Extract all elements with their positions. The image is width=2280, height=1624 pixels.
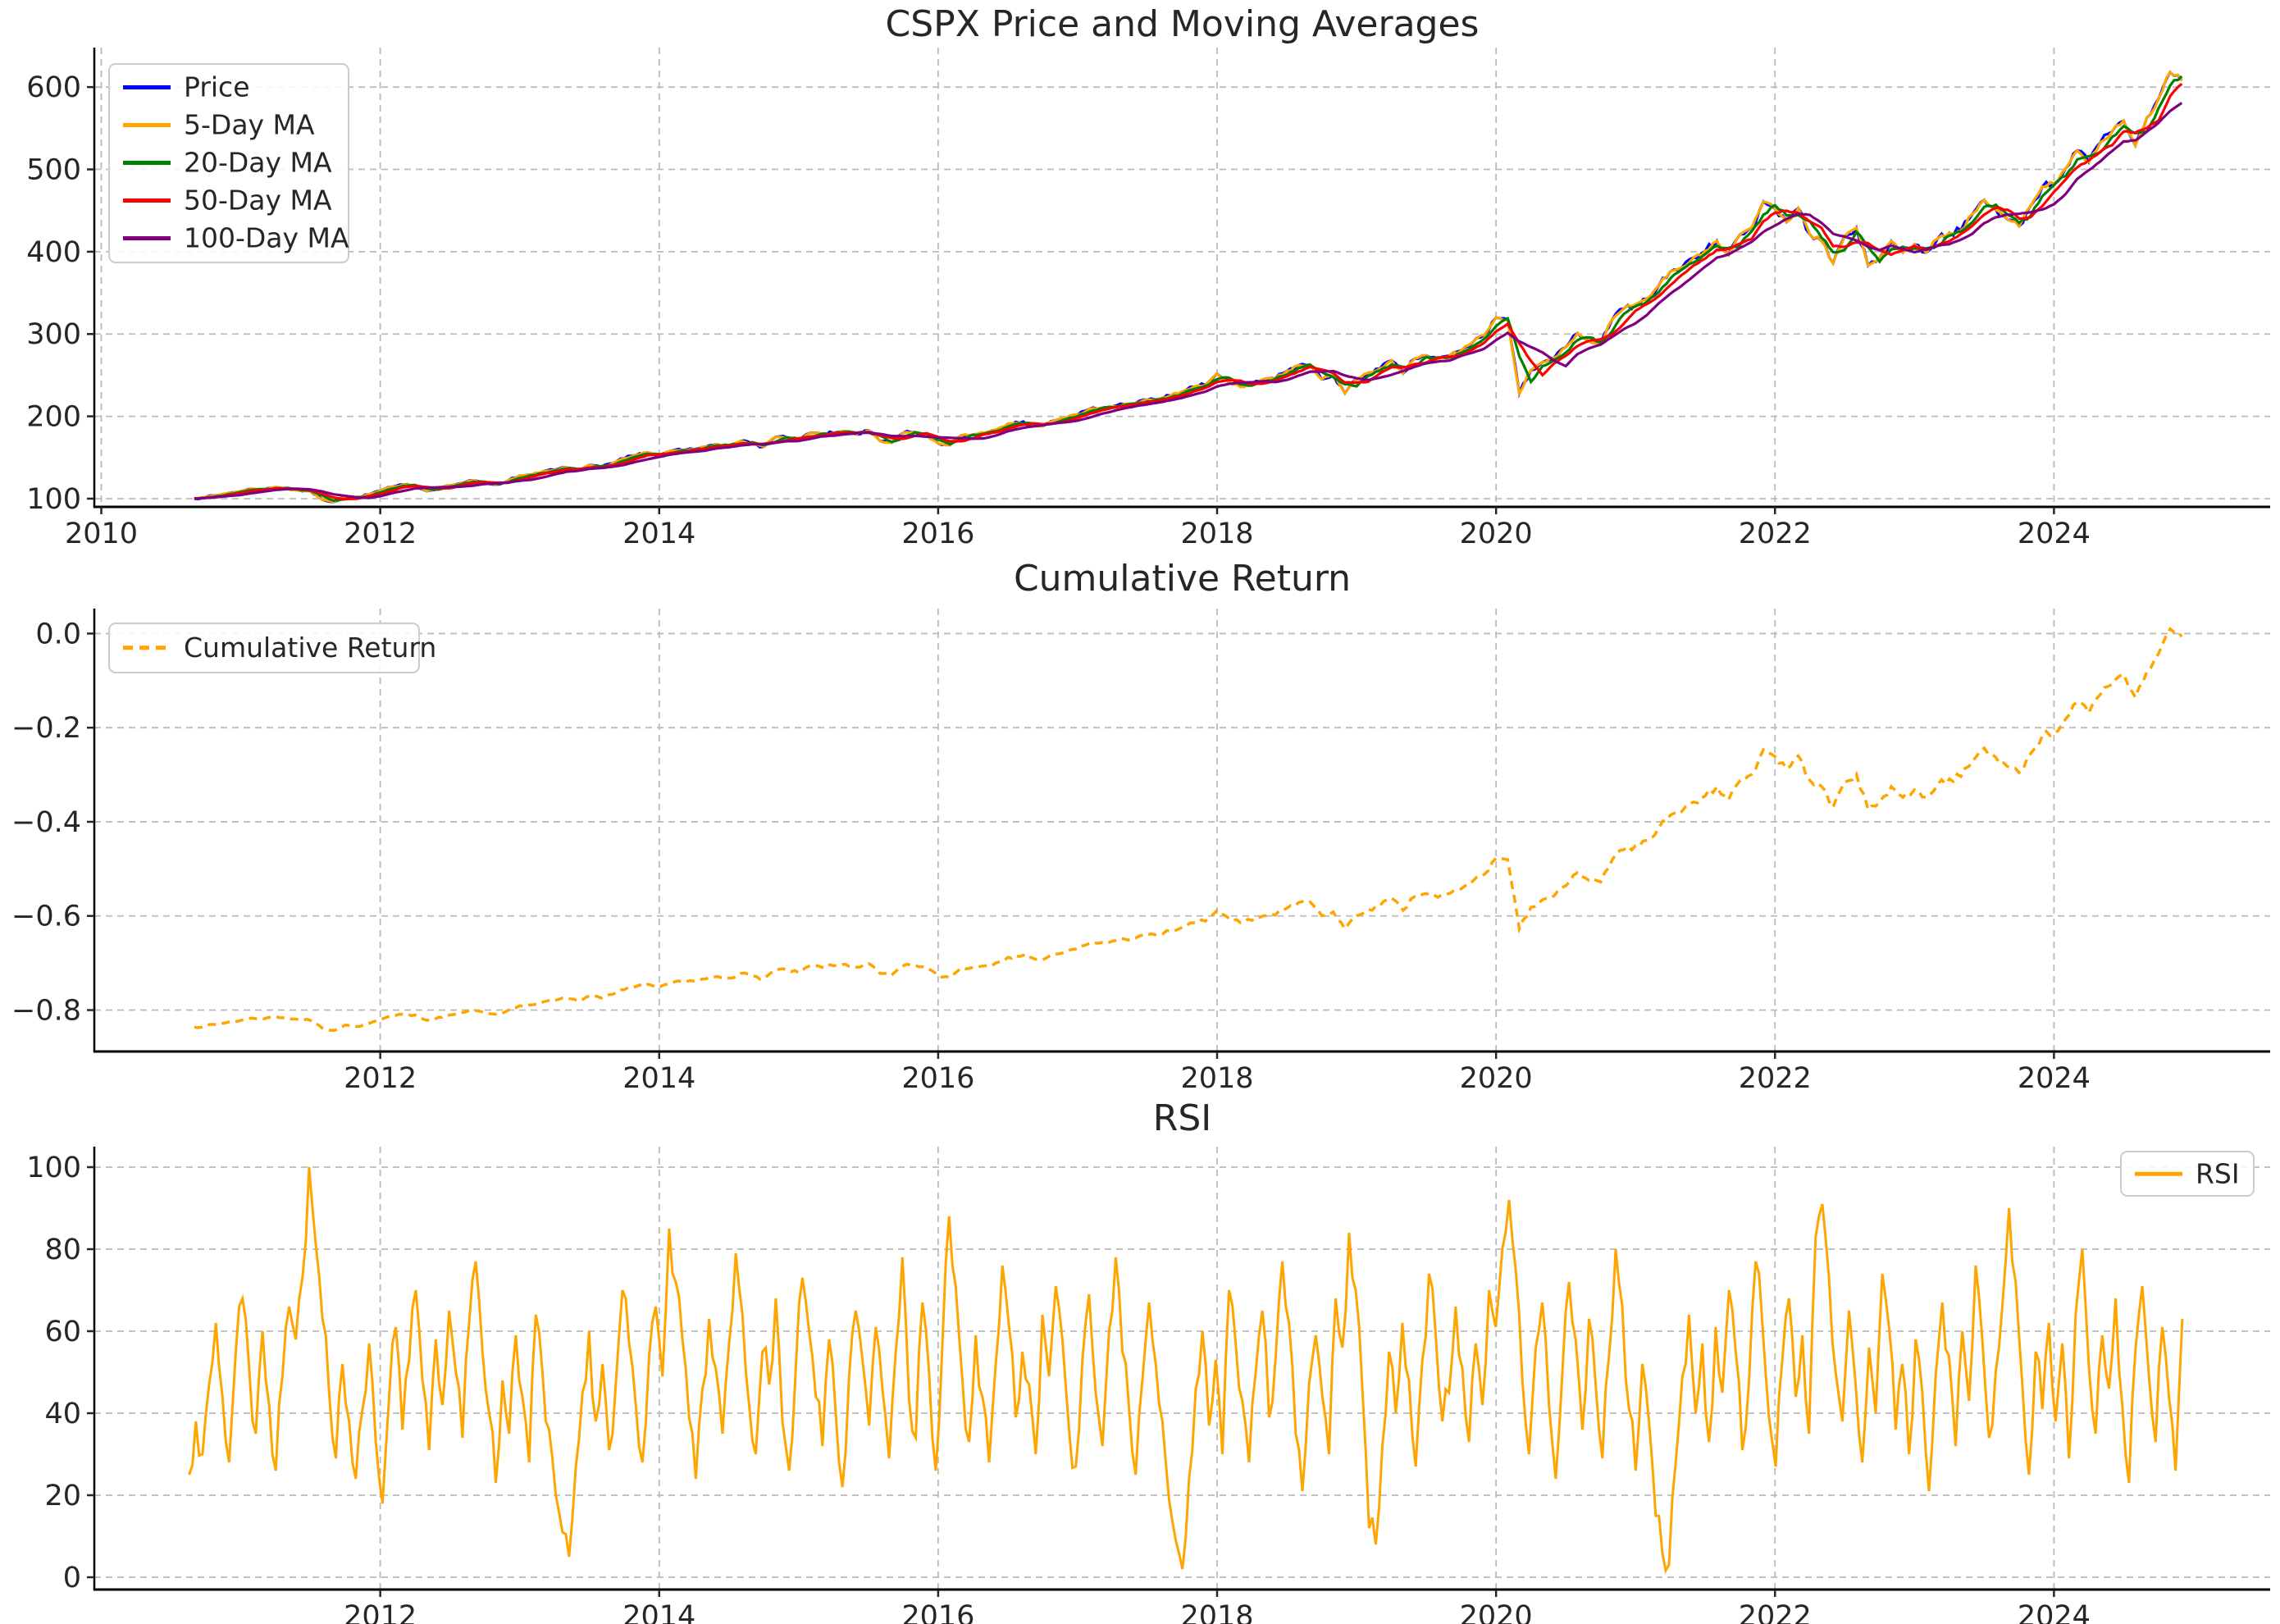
- svg-text:RSI: RSI: [2196, 1157, 2240, 1189]
- price-series-50-day-ma: [194, 82, 2183, 501]
- rsi-series: [188, 1166, 2184, 1575]
- cumulative-return-tick-labels: 2012 2014 2016 2018 2020 2022 2024 0.0 −0.2 −0.4 −…: [11, 618, 2091, 1095]
- svg-text:2022: 2022: [1739, 518, 1812, 550]
- svg-text:2010: 2010: [65, 518, 138, 550]
- svg-text:2024: 2024: [2018, 1062, 2091, 1095]
- price-chart-title: CSPX Price and Moving Averages: [885, 3, 1480, 45]
- svg-text:2022: 2022: [1739, 1600, 1812, 1624]
- price-axes: [87, 48, 2270, 514]
- svg-text:2016: 2016: [901, 1600, 974, 1624]
- svg-text:0.0: 0.0: [35, 618, 81, 650]
- svg-text:100: 100: [26, 483, 81, 516]
- price-plot: 2010 2012 2014 2016 2018 2020 2022 2024 100 200 30…: [26, 48, 2270, 550]
- price-series-price: [194, 70, 2183, 504]
- svg-text:5-Day MA: 5-Day MA: [184, 109, 315, 141]
- svg-text:2020: 2020: [1460, 518, 1533, 550]
- svg-text:50-Day MA: 50-Day MA: [184, 185, 332, 217]
- rsi-tick-labels: 2012 2014 2016 2018 2020 2022 2024 0 20 40 60 80 100: [26, 1152, 2091, 1624]
- svg-text:0: 0: [63, 1562, 81, 1594]
- cumulative-return-axes: [87, 609, 2270, 1059]
- svg-text:60: 60: [44, 1316, 81, 1348]
- svg-text:100: 100: [26, 1152, 81, 1184]
- svg-text:−0.4: −0.4: [11, 806, 81, 839]
- rsi-legend: RSI: [2120, 1151, 2255, 1197]
- rsi-chart-title: RSI: [1152, 1097, 1212, 1139]
- cumulative-return-plot: 2012 2014 2016 2018 2020 2022 2024 0.0 −0.2 −0.4 −…: [11, 609, 2270, 1095]
- svg-text:2012: 2012: [344, 518, 417, 550]
- svg-text:500: 500: [26, 154, 81, 187]
- svg-text:2014: 2014: [622, 1062, 695, 1095]
- cumulative-return-legend: Cumulative Return: [108, 623, 436, 673]
- svg-text:40: 40: [44, 1398, 81, 1430]
- svg-text:−0.6: −0.6: [11, 901, 81, 933]
- svg-text:−0.8: −0.8: [11, 995, 81, 1028]
- price-series-5-day-ma: [194, 70, 2183, 504]
- rsi-plot: 2012 2014 2016 2018 2020 2022 2024 0 20 40 60 80 100…: [26, 1147, 2270, 1624]
- price-tick-labels: 2010 2012 2014 2016 2018 2020 2022 2024 100 200 30…: [26, 71, 2091, 550]
- svg-text:2014: 2014: [622, 518, 695, 550]
- svg-text:80: 80: [44, 1234, 81, 1266]
- svg-text:600: 600: [26, 71, 81, 104]
- svg-text:200: 200: [26, 401, 81, 434]
- svg-text:400: 400: [26, 236, 81, 269]
- svg-text:2024: 2024: [2018, 518, 2091, 550]
- svg-text:100-Day MA: 100-Day MA: [184, 222, 349, 254]
- svg-text:2012: 2012: [344, 1062, 417, 1095]
- svg-text:2024: 2024: [2018, 1600, 2091, 1624]
- svg-text:20: 20: [44, 1480, 81, 1512]
- svg-text:2020: 2020: [1460, 1062, 1533, 1095]
- svg-text:2020: 2020: [1460, 1600, 1533, 1624]
- cumulative-return-chart-title: Cumulative Return: [1013, 558, 1352, 600]
- rsi-axes: [87, 1147, 2270, 1597]
- svg-text:2018: 2018: [1180, 518, 1253, 550]
- svg-text:2012: 2012: [344, 1600, 417, 1624]
- svg-text:2014: 2014: [622, 1600, 695, 1624]
- svg-text:2016: 2016: [901, 518, 974, 550]
- cumulative-return-gridlines: [94, 609, 2270, 1051]
- svg-text:2018: 2018: [1180, 1062, 1253, 1095]
- price-series-20-day-ma: [194, 75, 2183, 503]
- svg-text:2022: 2022: [1739, 1062, 1812, 1095]
- svg-text:Cumulative Return: Cumulative Return: [184, 632, 436, 664]
- svg-text:300: 300: [26, 318, 81, 351]
- svg-text:Price: Price: [184, 71, 250, 103]
- svg-text:−0.2: −0.2: [11, 712, 81, 745]
- price-series-100-day-ma: [194, 102, 2183, 500]
- price-gridlines: [94, 48, 2270, 507]
- svg-text:2016: 2016: [901, 1062, 974, 1095]
- svg-text:2018: 2018: [1180, 1600, 1253, 1624]
- svg-text:20-Day MA: 20-Day MA: [184, 147, 332, 179]
- price-legend: Price 5-Day MA 20-Day MA 50-Day MA 100-Day M…: [108, 63, 349, 263]
- cumulative-return-series: [194, 627, 2183, 1033]
